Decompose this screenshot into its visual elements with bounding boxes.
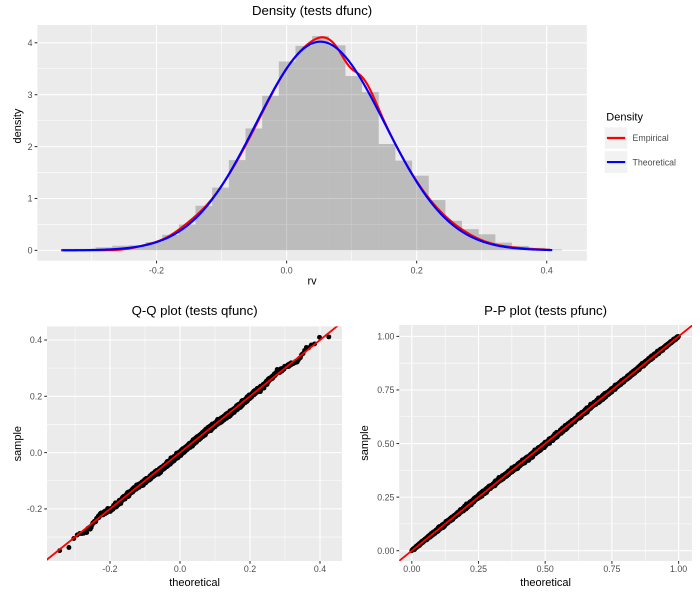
svg-text:0.2: 0.2 — [411, 266, 423, 276]
svg-text:0.4: 0.4 — [541, 266, 553, 276]
svg-text:0: 0 — [28, 246, 33, 256]
svg-text:1: 1 — [28, 194, 33, 204]
svg-text:-0.2: -0.2 — [102, 564, 117, 574]
svg-text:Q-Q plot (tests qfunc): Q-Q plot (tests qfunc) — [132, 303, 258, 318]
svg-text:0.4: 0.4 — [30, 335, 42, 345]
svg-text:0.2: 0.2 — [244, 564, 256, 574]
svg-text:Empirical: Empirical — [633, 133, 669, 143]
svg-text:-0.2: -0.2 — [27, 504, 42, 514]
svg-text:rv: rv — [308, 276, 318, 288]
svg-text:3: 3 — [28, 90, 33, 100]
svg-text:2: 2 — [28, 142, 33, 152]
svg-text:-0.2: -0.2 — [149, 266, 164, 276]
svg-text:sample: sample — [12, 426, 24, 461]
svg-text:0.2: 0.2 — [30, 392, 42, 402]
svg-text:Theoretical: Theoretical — [633, 157, 677, 167]
svg-text:0.4: 0.4 — [314, 564, 326, 574]
svg-text:Density (tests dfunc): Density (tests dfunc) — [252, 3, 372, 18]
svg-text:Density: Density — [606, 112, 643, 124]
svg-text:0.0: 0.0 — [280, 266, 292, 276]
svg-text:0.0: 0.0 — [30, 448, 42, 458]
svg-text:theoretical: theoretical — [169, 577, 220, 589]
svg-text:4: 4 — [28, 38, 33, 48]
svg-text:0.0: 0.0 — [174, 564, 186, 574]
svg-text:density: density — [12, 108, 24, 143]
